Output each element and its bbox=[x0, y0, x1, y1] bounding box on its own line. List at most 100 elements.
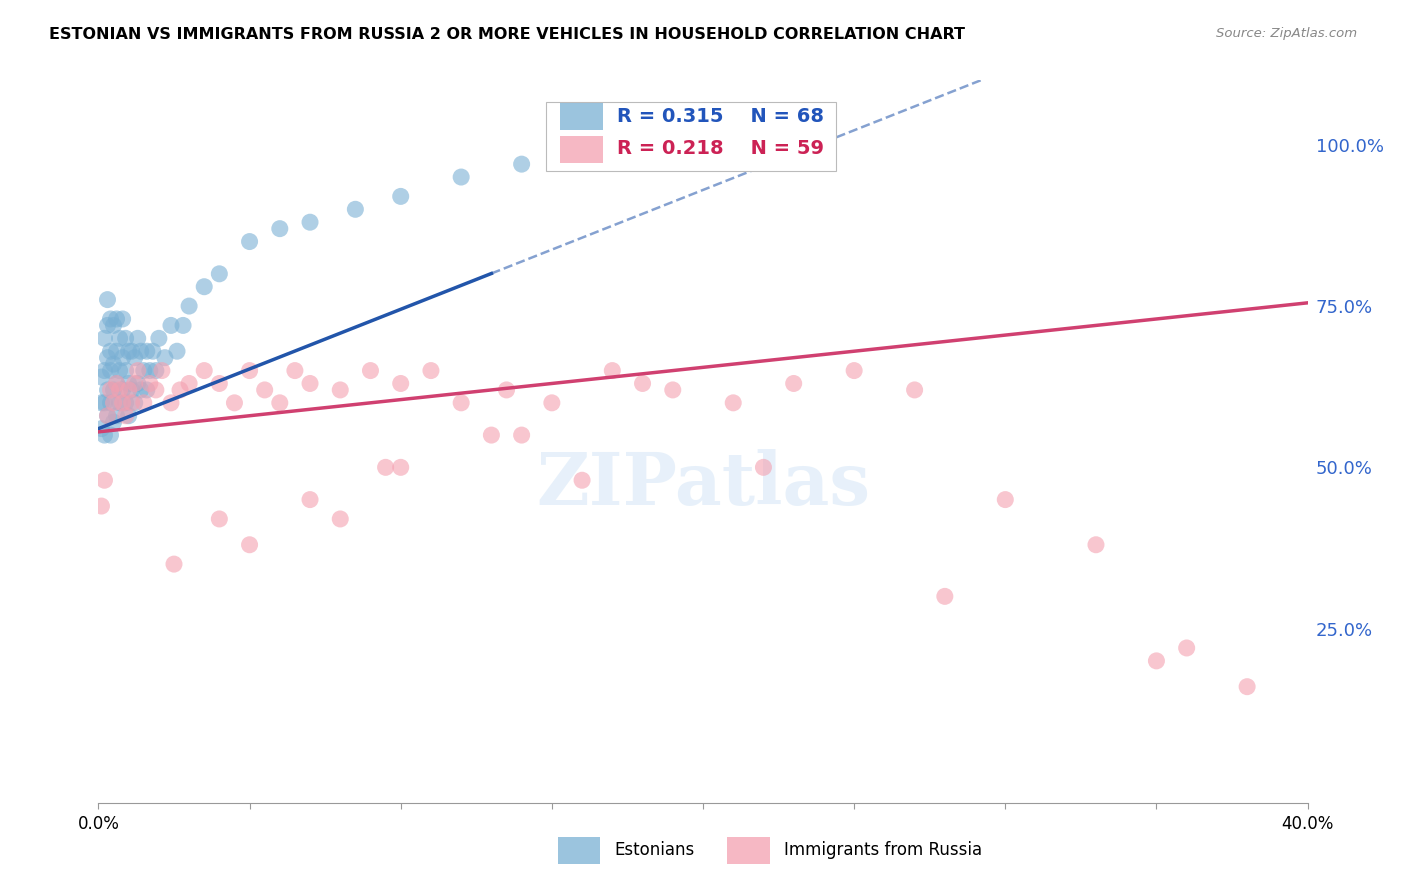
Point bbox=[1085, 538, 1108, 552]
Point bbox=[96, 351, 118, 365]
Point bbox=[96, 293, 118, 307]
Point bbox=[299, 215, 322, 229]
Point bbox=[93, 363, 115, 377]
Point bbox=[103, 357, 125, 371]
Point bbox=[179, 299, 201, 313]
Point bbox=[100, 363, 122, 377]
Point bbox=[105, 312, 128, 326]
Point bbox=[111, 312, 134, 326]
Point bbox=[114, 363, 136, 377]
Point bbox=[118, 344, 141, 359]
Point bbox=[121, 396, 143, 410]
Point bbox=[299, 376, 322, 391]
Point bbox=[571, 473, 593, 487]
Point bbox=[631, 376, 654, 391]
Point bbox=[111, 396, 134, 410]
Point bbox=[121, 344, 143, 359]
Point bbox=[96, 318, 118, 333]
Point bbox=[96, 409, 118, 423]
Point bbox=[239, 363, 262, 377]
Point bbox=[105, 409, 128, 423]
Point bbox=[139, 363, 162, 377]
Point bbox=[389, 460, 412, 475]
Point bbox=[239, 538, 262, 552]
Point bbox=[148, 331, 170, 345]
Point bbox=[208, 512, 231, 526]
FancyBboxPatch shape bbox=[546, 102, 837, 170]
Point bbox=[127, 376, 149, 391]
Point bbox=[389, 376, 412, 391]
Text: Immigrants from Russia: Immigrants from Russia bbox=[785, 841, 983, 860]
Point bbox=[124, 376, 146, 391]
Point bbox=[481, 428, 503, 442]
Point bbox=[844, 363, 866, 377]
Point bbox=[692, 145, 714, 159]
Text: Estonians: Estonians bbox=[614, 841, 695, 860]
Point bbox=[145, 363, 167, 377]
Point bbox=[172, 318, 194, 333]
Point bbox=[510, 428, 533, 442]
Point bbox=[253, 383, 276, 397]
Point bbox=[284, 363, 307, 377]
Point bbox=[208, 267, 231, 281]
Point bbox=[193, 363, 215, 377]
Point bbox=[90, 422, 112, 436]
Point bbox=[108, 331, 131, 345]
Point bbox=[450, 396, 472, 410]
Point bbox=[602, 363, 624, 377]
Text: ZIPatlas: ZIPatlas bbox=[536, 450, 870, 520]
Point bbox=[450, 169, 472, 184]
Point bbox=[193, 279, 215, 293]
Text: Source: ZipAtlas.com: Source: ZipAtlas.com bbox=[1216, 27, 1357, 40]
Text: ESTONIAN VS IMMIGRANTS FROM RUSSIA 2 OR MORE VEHICLES IN HOUSEHOLD CORRELATION C: ESTONIAN VS IMMIGRANTS FROM RUSSIA 2 OR … bbox=[49, 27, 965, 42]
Point bbox=[132, 396, 155, 410]
Point bbox=[344, 202, 367, 217]
Point bbox=[586, 145, 609, 159]
Point bbox=[208, 376, 231, 391]
Point bbox=[90, 370, 112, 384]
Point bbox=[169, 383, 191, 397]
Point bbox=[103, 396, 125, 410]
Point bbox=[121, 383, 143, 397]
Point bbox=[93, 396, 115, 410]
Point bbox=[132, 363, 155, 377]
Point bbox=[100, 344, 122, 359]
Point bbox=[105, 376, 128, 391]
Point bbox=[329, 383, 352, 397]
Point bbox=[389, 189, 412, 203]
Point bbox=[329, 512, 352, 526]
Point bbox=[904, 383, 927, 397]
FancyBboxPatch shape bbox=[561, 103, 603, 130]
Point bbox=[135, 383, 157, 397]
Point bbox=[93, 473, 115, 487]
Point bbox=[145, 383, 167, 397]
Point bbox=[90, 499, 112, 513]
Point bbox=[994, 492, 1017, 507]
Point bbox=[420, 363, 443, 377]
Point bbox=[108, 363, 131, 377]
Point bbox=[142, 344, 165, 359]
Point bbox=[90, 396, 112, 410]
Text: R = 0.315    N = 68: R = 0.315 N = 68 bbox=[617, 106, 824, 126]
Point bbox=[108, 383, 131, 397]
Point bbox=[166, 344, 188, 359]
Point bbox=[111, 351, 134, 365]
Point bbox=[124, 396, 146, 410]
Point bbox=[495, 383, 517, 397]
Point bbox=[114, 331, 136, 345]
Point bbox=[114, 409, 136, 423]
Point bbox=[150, 363, 173, 377]
Point bbox=[108, 396, 131, 410]
Point bbox=[103, 415, 125, 429]
Point bbox=[103, 383, 125, 397]
Point bbox=[124, 351, 146, 365]
Point bbox=[934, 590, 956, 604]
Point bbox=[93, 428, 115, 442]
Point bbox=[269, 221, 291, 235]
Point bbox=[360, 363, 382, 377]
Point bbox=[118, 383, 141, 397]
Point bbox=[100, 428, 122, 442]
Point bbox=[105, 376, 128, 391]
Point bbox=[1236, 680, 1258, 694]
Point bbox=[299, 492, 322, 507]
